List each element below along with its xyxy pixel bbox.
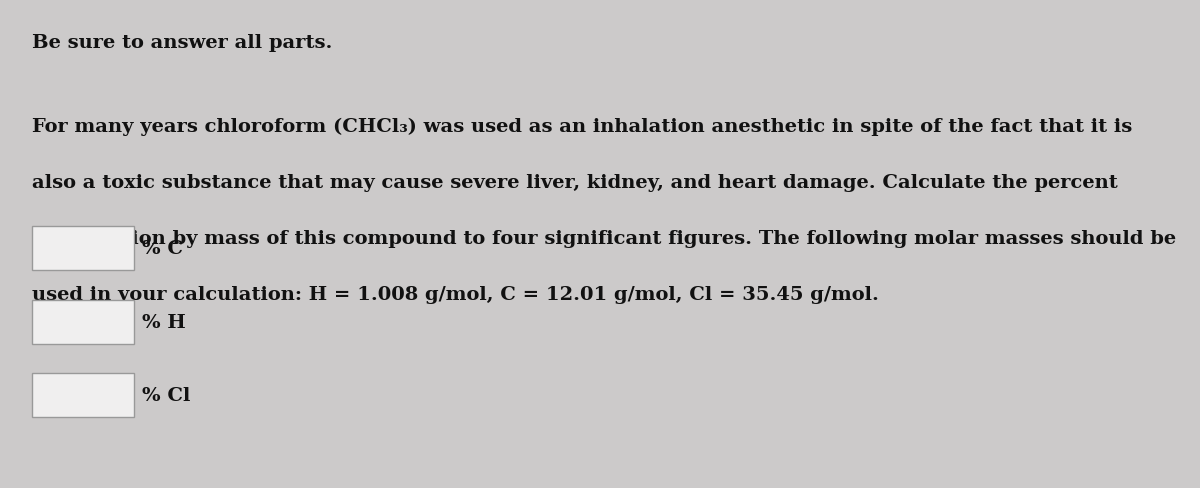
Text: % Cl: % Cl: [142, 386, 190, 404]
FancyBboxPatch shape: [32, 227, 134, 271]
FancyBboxPatch shape: [32, 373, 134, 417]
Text: Be sure to answer all parts.: Be sure to answer all parts.: [32, 34, 332, 52]
Text: % H: % H: [142, 313, 185, 331]
Text: % C: % C: [142, 240, 182, 258]
Text: For many years chloroform (CHCl₃) was used as an inhalation anesthetic in spite : For many years chloroform (CHCl₃) was us…: [32, 117, 1133, 135]
Text: composition by mass of this compound to four significant figures. The following : composition by mass of this compound to …: [32, 229, 1176, 247]
FancyBboxPatch shape: [32, 300, 134, 344]
Text: used in your calculation: H = 1.008 g/mol, C = 12.01 g/mol, Cl = 35.45 g/mol.: used in your calculation: H = 1.008 g/mo…: [32, 285, 880, 304]
Text: also a toxic substance that may cause severe liver, kidney, and heart damage. Ca: also a toxic substance that may cause se…: [32, 173, 1118, 191]
